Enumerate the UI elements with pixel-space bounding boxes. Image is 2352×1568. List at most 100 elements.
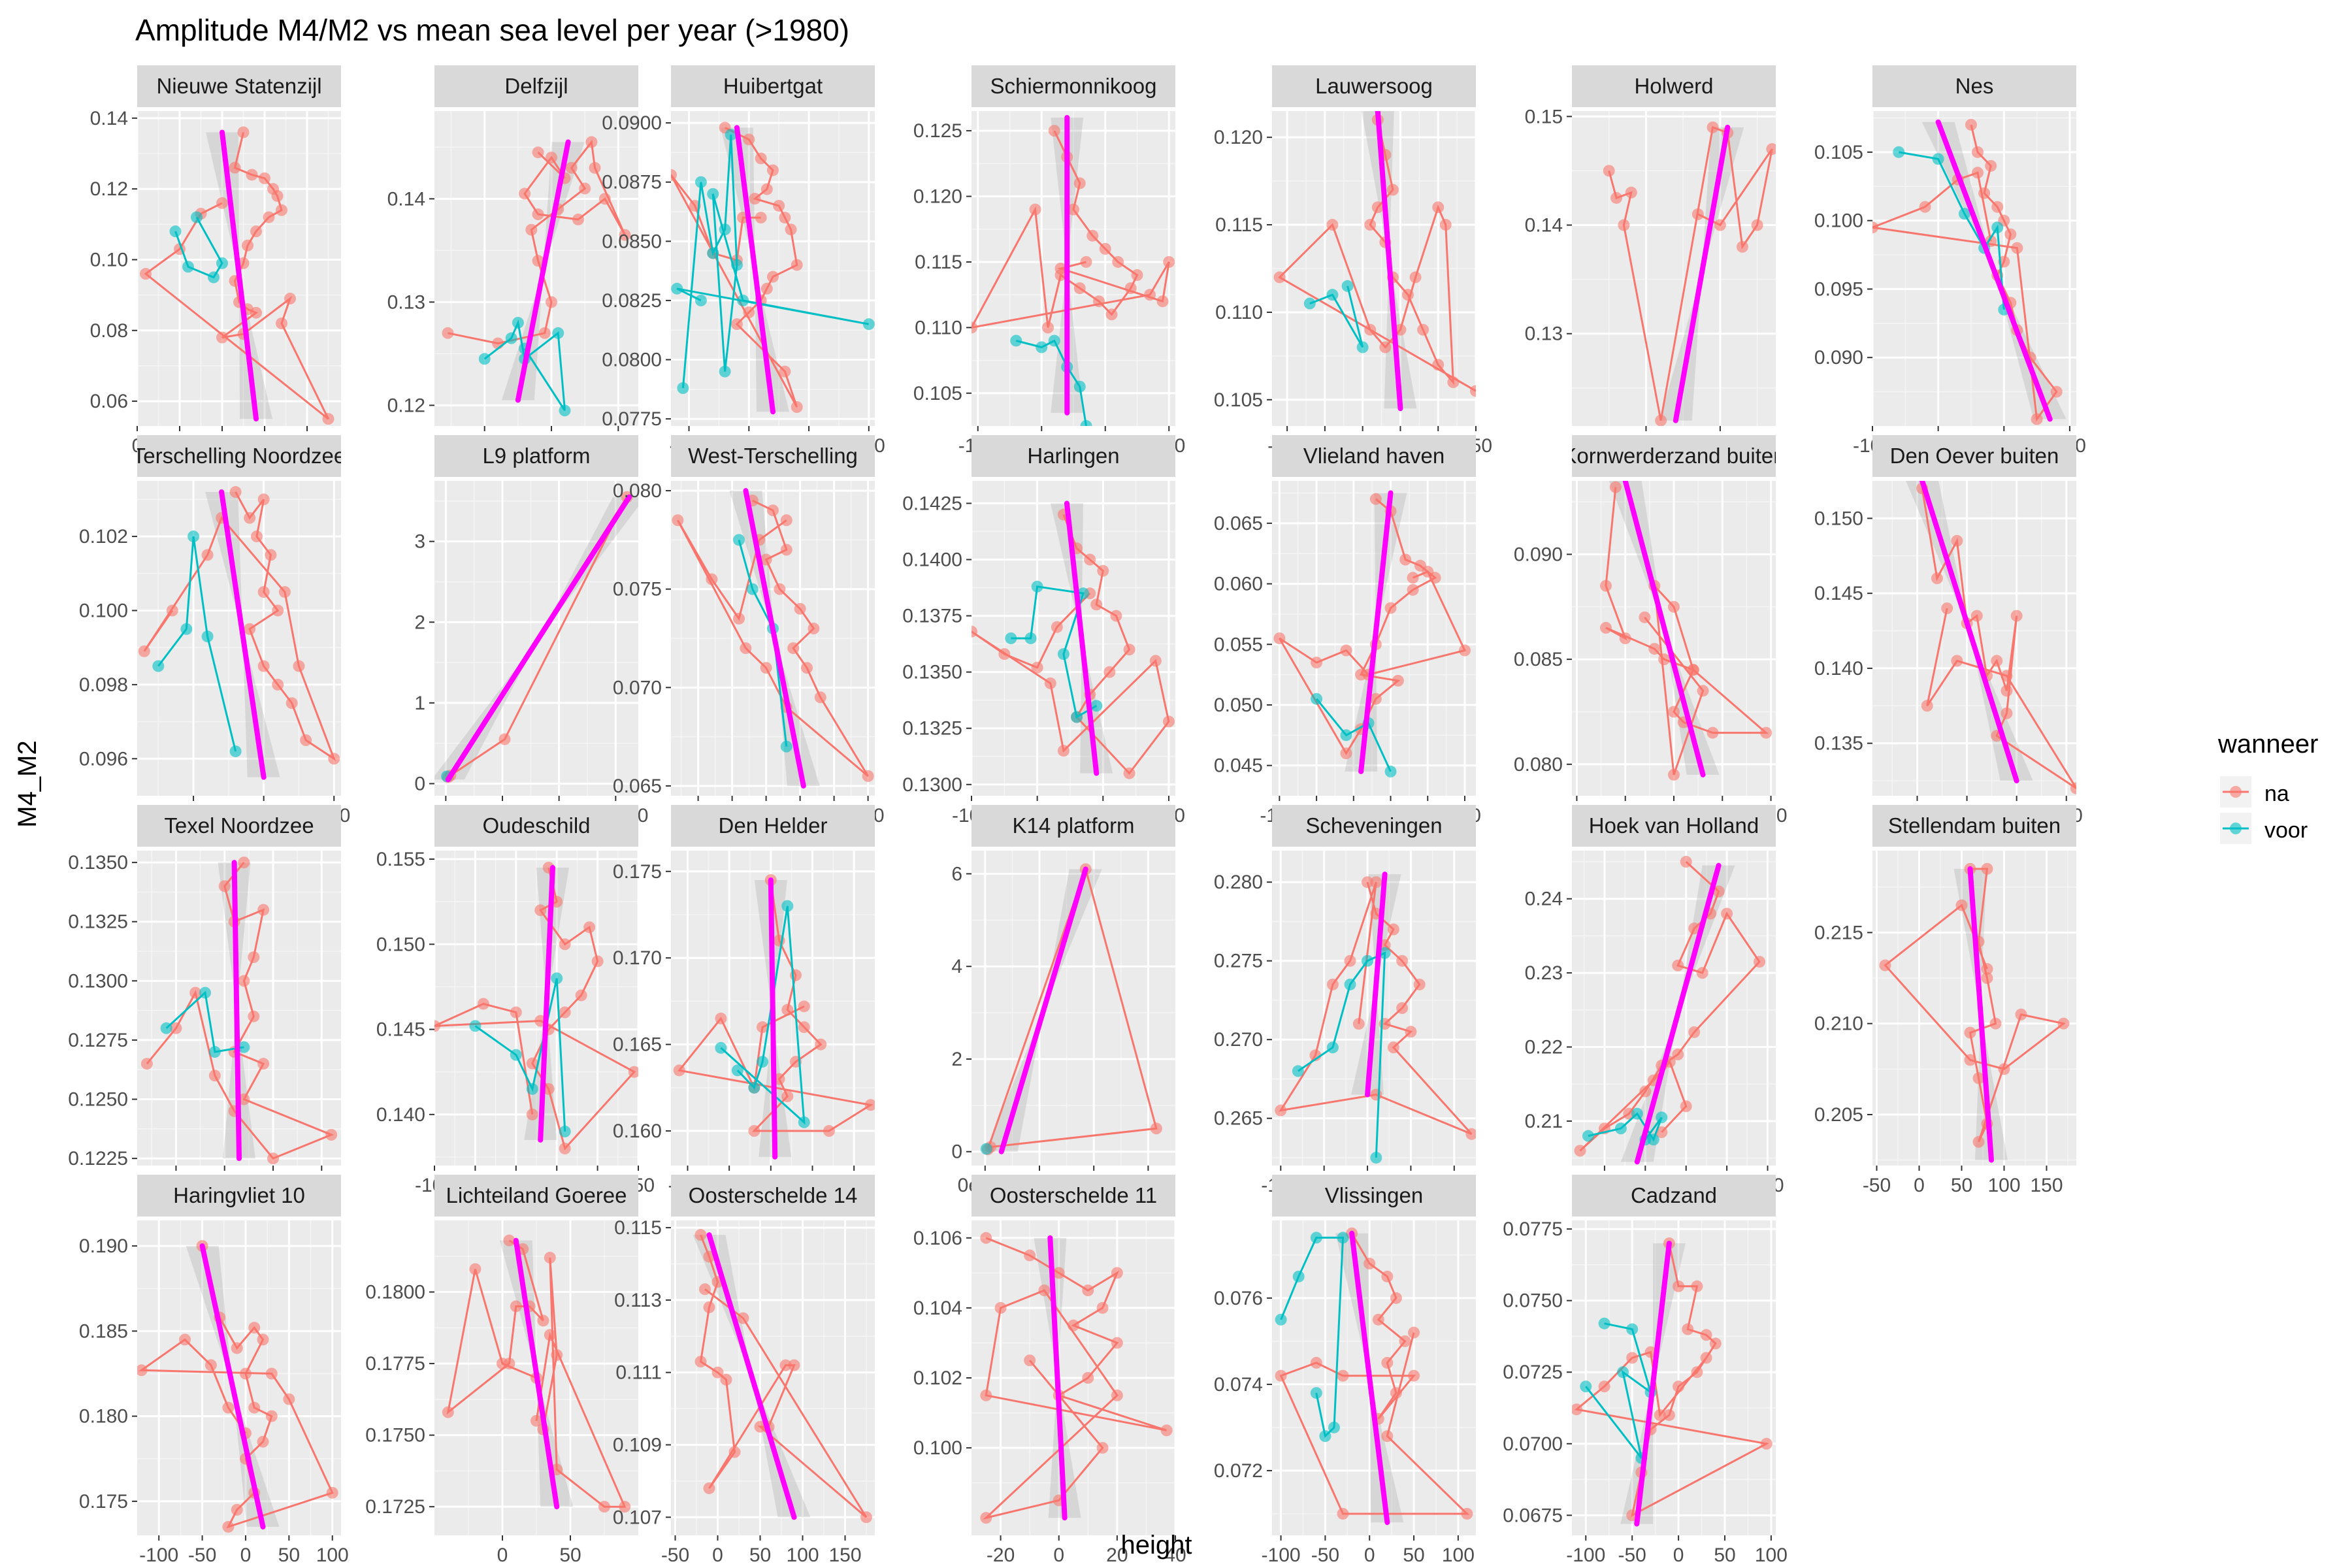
data-point-voor (1071, 711, 1083, 723)
data-point-na (1407, 572, 1419, 584)
trend-line (1047, 1235, 1068, 1521)
y-tick-label: 0.165 (613, 1034, 662, 1056)
data-point-na (1626, 1352, 1639, 1364)
legend-title: wanneer (2217, 730, 2318, 759)
y-tick-label: 0.135 (1814, 733, 1863, 755)
series-line-voor (1309, 286, 1364, 348)
data-point-na (1369, 493, 1382, 505)
trend-line (1967, 866, 1994, 1163)
data-point-na (1399, 1335, 1411, 1347)
data-point-na (743, 133, 755, 146)
data-point-na (815, 1038, 827, 1051)
y-tick-label: 0.100 (1814, 210, 1863, 232)
data-point-na (1981, 862, 1993, 875)
y-tick-label: 0.0675 (1503, 1505, 1563, 1526)
data-point-na (1124, 282, 1137, 295)
panel-data (1275, 1227, 1473, 1526)
legend-item-voor: voor (2220, 813, 2308, 844)
facet-vlieland-haven: Vlieland haven-150-100-500501000.0450.05… (1214, 435, 1481, 826)
data-point-voor (160, 1022, 172, 1034)
data-point-na (1057, 745, 1070, 757)
data-point-na (1668, 706, 1680, 718)
y-tick-label: 4 (951, 956, 962, 977)
y-tick-label: 2 (951, 1049, 962, 1070)
x-tick-label: 50 (278, 1544, 300, 1566)
data-point-voor (1580, 1380, 1592, 1393)
facet-title: Oosterschelde 14 (689, 1183, 858, 1207)
panel-background (671, 111, 875, 426)
data-point-voor (551, 972, 563, 985)
series-line-voor (1297, 951, 1386, 1158)
data-point-na (733, 612, 745, 625)
y-tick-label: 0 (951, 1141, 962, 1163)
panel-data (137, 1240, 338, 1533)
data-point-na (1090, 598, 1103, 611)
trend-line (998, 866, 1088, 1154)
facet-harlingen: Harlingen-10001002000.13000.13250.13500.… (902, 435, 1185, 826)
data-point-voor (798, 1116, 810, 1128)
data-point-na (1989, 1017, 2002, 1030)
data-point-na (546, 152, 558, 164)
data-point-na (798, 1021, 810, 1034)
data-point-na (559, 1142, 571, 1154)
data-point-voor (1080, 420, 1092, 426)
facet-texel-noordzee: Texel Noordzee-500501000.12250.12500.127… (68, 805, 341, 1196)
facet-title: Lichteiland Goeree (446, 1183, 627, 1207)
data-point-na (1390, 1387, 1402, 1399)
trend-line (231, 860, 242, 1162)
x-tick-label: 0 (1364, 1544, 1375, 1566)
data-point-voor (505, 332, 517, 344)
y-tick-label: 0.1300 (68, 970, 128, 992)
y-tick-label: 0.14 (387, 188, 425, 210)
panel-background (137, 1220, 341, 1535)
data-point-na (1696, 967, 1708, 979)
data-point-na (1326, 978, 1339, 990)
data-point-voor (1893, 146, 1905, 158)
data-point-na (1371, 201, 1384, 214)
y-tick-label: 0.185 (79, 1320, 128, 1342)
data-point-voor (733, 534, 745, 546)
data-point-voor (730, 259, 743, 271)
facet-strip (1872, 65, 2076, 107)
panel-data (1273, 490, 1471, 777)
panel-data (1572, 1237, 1772, 1527)
data-point-na (525, 223, 538, 236)
data-point-voor (1340, 729, 1352, 742)
data-point-na (737, 1312, 749, 1324)
data-point-na (544, 1251, 556, 1264)
y-tick-label: 0.0725 (1503, 1362, 1563, 1383)
data-point-na (1150, 1122, 1162, 1135)
series-line-na (434, 867, 636, 1151)
data-point-na (583, 921, 596, 934)
data-point-na (257, 1435, 269, 1448)
data-point-voor (1077, 587, 1090, 600)
x-tick-label: -100 (1262, 1544, 1301, 1566)
data-point-voor (1656, 1111, 1668, 1124)
y-tick-label: 0.210 (1814, 1013, 1863, 1035)
facet-title: Vlissingen (1325, 1183, 1423, 1207)
data-point-na (263, 211, 275, 223)
x-tick-label: 100 (1442, 1544, 1475, 1566)
data-point-na (1648, 643, 1661, 655)
data-point-na (1384, 602, 1397, 614)
confidence-band (1345, 493, 1407, 772)
data-point-na (1574, 1145, 1586, 1157)
panel-data (980, 863, 1162, 1156)
data-point-na (1978, 187, 1991, 199)
data-point-voor (1024, 632, 1037, 644)
data-point-na (238, 857, 250, 869)
data-point-na (1618, 219, 1630, 231)
data-point-na (619, 1501, 631, 1513)
confidence-band (1921, 122, 2066, 419)
confidence-band (754, 880, 792, 1157)
panel-data (1273, 111, 1476, 412)
y-tick-label: 0.107 (613, 1507, 662, 1528)
data-point-na (1149, 655, 1162, 667)
data-point-na (201, 549, 214, 561)
data-point-na (1110, 610, 1122, 622)
data-point-na (1972, 146, 1984, 158)
y-tick-label: 0.045 (1214, 755, 1263, 777)
data-point-na (767, 164, 779, 176)
data-point-na (671, 169, 677, 181)
facet-title: West-Terschelling (688, 444, 858, 468)
